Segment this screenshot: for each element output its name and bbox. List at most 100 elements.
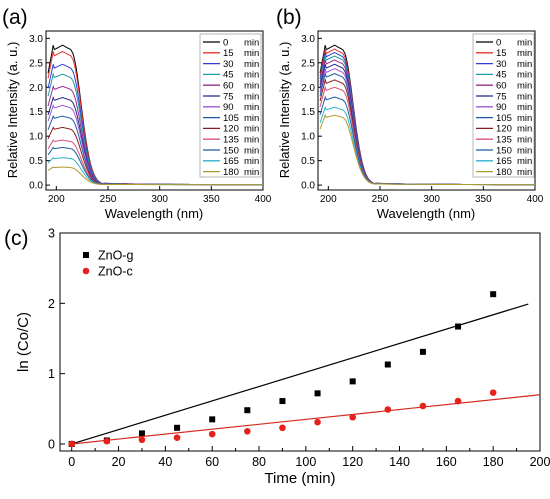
legend-box-b bbox=[472, 33, 535, 178]
panel-c: (c) 0 20 40 60 80 100 120 140 160 180 200 0 1 2 3 ZnO-… bbox=[4, 227, 550, 488]
y-tick-label-b: 2.5 bbox=[301, 58, 315, 69]
legend-unit-b-105: min bbox=[517, 113, 532, 124]
panel-a: (a) 200 250 300 350 4000.00.51.01.52.02.53.0… bbox=[2, 6, 272, 221]
legend-time-b-0: 0 bbox=[496, 37, 501, 48]
legend-unit-b-120: min bbox=[517, 124, 532, 135]
point-ZnO-g bbox=[174, 424, 181, 431]
legend-marker-ZnO-g bbox=[83, 252, 89, 258]
legend-unit-a-180: min bbox=[244, 167, 259, 178]
legend-unit-a-90: min bbox=[244, 102, 259, 113]
legend-time-b-30: 30 bbox=[496, 59, 507, 70]
point-ZnO-c bbox=[349, 413, 356, 421]
legend-time-b-180: 180 bbox=[496, 167, 512, 178]
legend-time-b-120: 120 bbox=[496, 124, 512, 135]
legend-unit-a-60: min bbox=[244, 81, 259, 92]
point-ZnO-g bbox=[138, 430, 145, 437]
x-tick-label-a: 250 bbox=[100, 194, 117, 205]
legend-time-b-165: 165 bbox=[496, 156, 512, 167]
x-tick-label-c: 140 bbox=[389, 455, 410, 469]
y-tick-label-a: 3.0 bbox=[29, 34, 43, 45]
marks-c bbox=[68, 291, 541, 448]
point-ZnO-c bbox=[454, 397, 462, 405]
legend-unit-b-45: min bbox=[517, 70, 532, 81]
point-ZnO-g bbox=[490, 291, 497, 298]
legend-box-a bbox=[199, 33, 262, 178]
legend-time-b-105: 105 bbox=[496, 113, 512, 124]
legend-time-a-15: 15 bbox=[223, 48, 234, 59]
legend-label-ZnO-g: ZnO-g bbox=[98, 249, 133, 263]
point-ZnO-c bbox=[244, 428, 251, 435]
x-tick-label-c: 60 bbox=[205, 455, 219, 469]
x-axis-label-a: Wavelength (nm) bbox=[105, 206, 204, 221]
point-ZnO-c bbox=[103, 437, 111, 445]
x-tick-label-b: 250 bbox=[372, 194, 389, 205]
point-ZnO-g bbox=[314, 390, 321, 397]
legend-unit-b-15: min bbox=[517, 48, 532, 59]
x-tick-label-b: 300 bbox=[423, 194, 440, 205]
legend-a: 0 min 15 min 30 min 45 min 60 min 75 min 90 min 105 min… bbox=[199, 33, 262, 178]
x-axis-label-c: Time (min) bbox=[264, 470, 335, 487]
legend-time-a-90: 90 bbox=[223, 102, 234, 113]
point-ZnO-g bbox=[209, 416, 216, 423]
legend-unit-b-90: min bbox=[517, 102, 532, 113]
y-tick-label-b: 1.5 bbox=[301, 107, 315, 118]
legend-time-b-45: 45 bbox=[496, 70, 507, 81]
legend-unit-b-75: min bbox=[517, 91, 532, 102]
y-tick-label-b: 2.0 bbox=[301, 83, 315, 94]
spectrum-a-180 bbox=[47, 166, 263, 186]
y-tick-label-b: 1.0 bbox=[301, 132, 315, 143]
legend-time-a-105: 105 bbox=[223, 113, 239, 124]
y-tick-label-c: 3 bbox=[48, 227, 55, 241]
legend-unit-b-60: min bbox=[517, 81, 532, 92]
legend-unit-a-30: min bbox=[244, 59, 259, 70]
spectrum-b-180 bbox=[319, 113, 535, 186]
legend-label-ZnO-c: ZnO-c bbox=[98, 265, 133, 279]
legend-unit-b-180: min bbox=[517, 167, 532, 178]
legend-unit-a-45: min bbox=[244, 70, 259, 81]
y-axis-label-a: Relative Intensity (a. u.) bbox=[5, 42, 20, 179]
point-ZnO-g bbox=[419, 348, 426, 355]
legend-time-a-60: 60 bbox=[223, 81, 234, 92]
legend-time-a-30: 30 bbox=[223, 59, 234, 70]
legend-time-a-45: 45 bbox=[223, 70, 234, 81]
point-ZnO-g bbox=[384, 361, 391, 368]
legend-time-a-180: 180 bbox=[223, 167, 239, 178]
point-ZnO-g bbox=[455, 323, 462, 330]
legend-time-b-150: 150 bbox=[496, 145, 512, 156]
fit-line-ZnO-c bbox=[71, 394, 541, 445]
legend-unit-a-105: min bbox=[244, 113, 259, 124]
legend-unit-b-30: min bbox=[517, 59, 532, 70]
legend-time-b-75: 75 bbox=[496, 91, 507, 102]
legend-time-a-0: 0 bbox=[223, 37, 228, 48]
legend-time-b-60: 60 bbox=[496, 81, 507, 92]
legend-unit-a-120: min bbox=[244, 124, 259, 135]
panel-label-c: (c) bbox=[4, 227, 29, 250]
y-tick-label-a: 2.5 bbox=[29, 58, 43, 69]
point-ZnO-g bbox=[349, 378, 356, 385]
legend-b: 0 min 15 min 30 min 45 min 60 min 75 min 90 min 105 min… bbox=[472, 33, 535, 178]
x-tick-label-c: 100 bbox=[295, 455, 316, 469]
y-tick-label-b: 0.0 bbox=[301, 181, 315, 192]
x-tick-label-c: 20 bbox=[112, 455, 126, 469]
panel-b: (b) 200 250 300 350 4000.00.51.01.52.02.53.0… bbox=[276, 6, 544, 221]
x-tick-label-c: 120 bbox=[342, 455, 363, 469]
legend-unit-b-165: min bbox=[517, 156, 532, 167]
legend-c: ZnO-g ZnO-c bbox=[82, 249, 133, 279]
legend-unit-a-150: min bbox=[244, 145, 259, 156]
y-tick-label-c: 1 bbox=[48, 367, 55, 381]
point-ZnO-g bbox=[279, 398, 286, 405]
point-ZnO-c bbox=[384, 406, 392, 413]
legend-time-a-135: 135 bbox=[223, 135, 239, 146]
plot-frame-b bbox=[317, 30, 536, 191]
point-ZnO-c bbox=[489, 389, 497, 396]
panel-label-b: (b) bbox=[276, 6, 302, 29]
legend-time-a-120: 120 bbox=[223, 124, 239, 135]
x-tick-label-a: 400 bbox=[255, 194, 272, 205]
y-axis-label-b: Relative Intensity (a. u.) bbox=[277, 42, 292, 179]
point-ZnO-c bbox=[138, 436, 146, 444]
y-tick-label-b: 3.0 bbox=[301, 34, 315, 45]
x-tick-label-b: 350 bbox=[475, 194, 492, 205]
y-tick-label-a: 0.5 bbox=[29, 156, 43, 167]
